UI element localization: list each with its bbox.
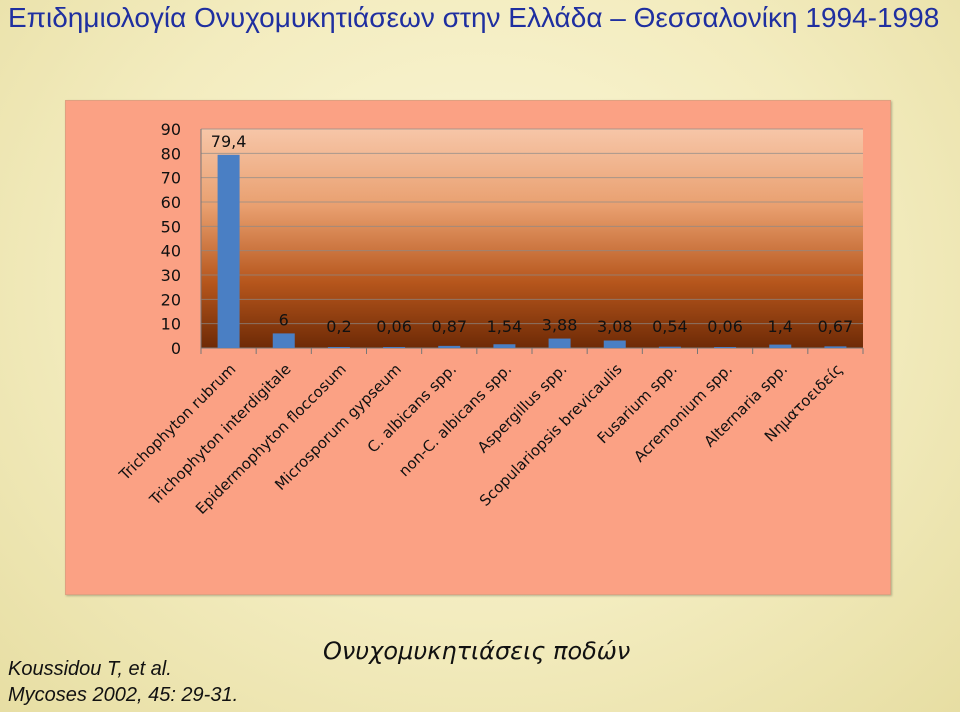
slide-title: Επιδημιολογία Ονυχομυκητιάσεων στην Ελλά… [8,2,940,33]
bar [548,338,571,348]
data-label: 1,4 [768,317,793,336]
data-label: 0,2 [326,317,351,336]
y-tick-label: 80 [161,144,181,163]
category-label: Acremonium spp. [630,360,736,466]
data-label: 0,06 [376,317,412,336]
plot-area [201,129,863,348]
y-tick-label: 60 [161,193,181,212]
y-tick-label: 30 [161,266,181,285]
bar [438,345,461,348]
y-tick-label: 20 [161,290,181,309]
chart-caption: Ονυχομυκητιάσεις ποδών [323,637,631,665]
bar [383,347,406,348]
y-tick-label: 10 [161,315,181,334]
data-label: 3,88 [542,316,578,335]
y-tick-label: 90 [161,120,181,139]
bar [824,346,847,348]
y-tick-label: 50 [161,217,181,236]
bar [327,347,350,348]
bar [714,347,737,348]
y-tick-label: 0 [171,339,181,358]
bar [272,333,295,348]
bar [603,340,626,348]
citation: Koussidou T, et al. Mycoses 2002, 45: 29… [8,656,238,708]
bar [217,154,240,348]
citation-authors: Koussidou T, et al. [8,658,172,680]
data-label: 0,06 [707,317,743,336]
bar [769,344,792,348]
data-label: 1,54 [487,317,523,336]
data-label: 79,4 [211,132,247,151]
bar [493,344,516,348]
data-label: 6 [279,310,289,329]
data-label: 3,08 [597,317,633,336]
data-label: 0,67 [818,317,854,336]
chart-frame: 0 10 20 30 40 50 60 70 80 90 79,4 Trichophyton rubr… [65,100,891,595]
bar [658,346,681,348]
data-label: 0,54 [652,317,688,336]
y-tick-label: 40 [161,242,181,261]
citation-journal: Mycoses 2002, 45: 29-31. [8,684,239,706]
data-label: 0,87 [431,317,467,336]
y-tick-label: 70 [161,169,181,188]
